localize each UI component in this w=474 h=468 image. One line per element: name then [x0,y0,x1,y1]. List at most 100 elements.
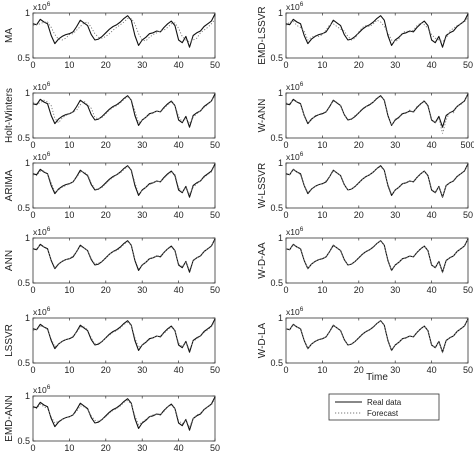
panel-title: ARIMA [4,169,15,201]
y-tick-label: 0.5 [17,203,30,213]
x-tick-label: 10 [64,365,74,375]
panel-title: W-LSSVR [257,163,268,208]
x-tick-label: 10 [317,210,327,220]
x-tick-label: 40 [174,365,184,375]
y-tick-label: 1 [25,391,30,401]
series-real-data [285,13,469,48]
axes-box [32,92,216,139]
y-multiplier: x106 [33,1,51,12]
x-tick-label: 0 [30,140,35,150]
y-multiplier: x106 [33,81,51,92]
x-tick-label: 20 [354,285,364,295]
series-real-data [285,318,469,353]
x-tick-label: 50 [463,60,473,70]
x-tick-label: 10 [64,285,74,295]
x-tick-label: 10 [64,210,74,220]
x-tick-label: 30 [137,210,147,220]
axes-box [32,162,216,209]
x-tick-label: 30 [390,140,400,150]
series-real-data [32,163,216,198]
x-tick-label: 20 [101,60,111,70]
panel-title: MA [4,28,15,43]
y-tick-label: 1 [25,313,30,323]
x-tick-label: 20 [101,210,111,220]
y-tick-label: 1 [25,158,30,168]
y-multiplier: x106 [33,151,51,162]
x-tick-label: 0 [30,285,35,295]
series-real-data [32,13,216,48]
x-tick-label: 0 [30,60,35,70]
y-tick-label: 0.5 [17,358,30,368]
x-tick-label: 40 [427,285,437,295]
panel-title: W-ANN [257,99,268,133]
series-real-data [285,238,469,273]
x-tick-label: 30 [390,285,400,295]
x-tick-label: 20 [101,140,111,150]
panel-title: EMD-LSSVR [257,6,268,64]
panel-title: W-D-LA [257,322,268,358]
x-tick-label: 40 [427,140,437,150]
legend-label-forecast: Forecast [367,409,399,418]
y-multiplier: x106 [33,226,51,237]
series-real-data [32,93,216,128]
y-multiplier: x106 [33,384,51,395]
x-tick-label: 20 [354,365,364,375]
legend: Real data Forecast [328,393,440,421]
y-tick-label: 0.5 [270,278,283,288]
x-tick-label: 40 [174,140,184,150]
y-tick-label: 0.5 [17,53,30,63]
x-tick-label: 50 [463,365,473,375]
x-tick-label: 20 [354,140,364,150]
x-tick-label: 30 [390,210,400,220]
series-forecast [285,94,469,134]
x-tick-label: 30 [137,140,147,150]
x-tick-label: 10 [64,60,74,70]
y-tick-label: 1 [25,233,30,243]
series-forecast [32,320,216,351]
x-tick-label: 0 [30,365,35,375]
x-tick-label: 50 [210,60,220,70]
series-real-data [285,93,469,128]
series-forecast [32,239,216,272]
x-tick-label: 30 [390,60,400,70]
panel-title: EMD-ANN [4,395,15,442]
y-multiplier: x106 [286,1,304,12]
series-real-data [32,318,216,353]
x-tick-label: 50 [210,365,220,375]
series-real-data [32,238,216,273]
x-tick-label: 0 [283,140,288,150]
y-tick-label: 0.5 [270,358,283,368]
axes-box [285,237,469,284]
y-tick-label: 0.5 [270,203,283,213]
y-tick-label: 1 [278,88,283,98]
x-tick-label: 40 [174,285,184,295]
y-tick-label: 1 [25,88,30,98]
y-tick-label: 0.5 [17,133,30,143]
x-tick-label: 30 [137,285,147,295]
x-tick-label: 30 [137,443,147,453]
x-tick-label: 10 [317,365,327,375]
legend-box [328,393,440,421]
y-tick-label: 0.5 [17,278,30,288]
x-tick-label: 50 [210,443,220,453]
panel-title: ANN [4,250,15,271]
y-multiplier: x106 [33,306,51,317]
x-tick-label: 10 [64,443,74,453]
y-multiplier: x106 [286,226,304,237]
panel-title: LSSVR [4,324,15,357]
axes-box [32,237,216,284]
axes-box [32,12,216,59]
x-tick-label: 30 [137,365,147,375]
series-forecast [32,95,216,125]
x-tick-label: 10 [317,60,327,70]
x-tick-label: 50 [210,140,220,150]
axes-box [285,92,469,139]
panel-title: W-D-AA [257,242,268,279]
x-tick-label: 0 [283,365,288,375]
